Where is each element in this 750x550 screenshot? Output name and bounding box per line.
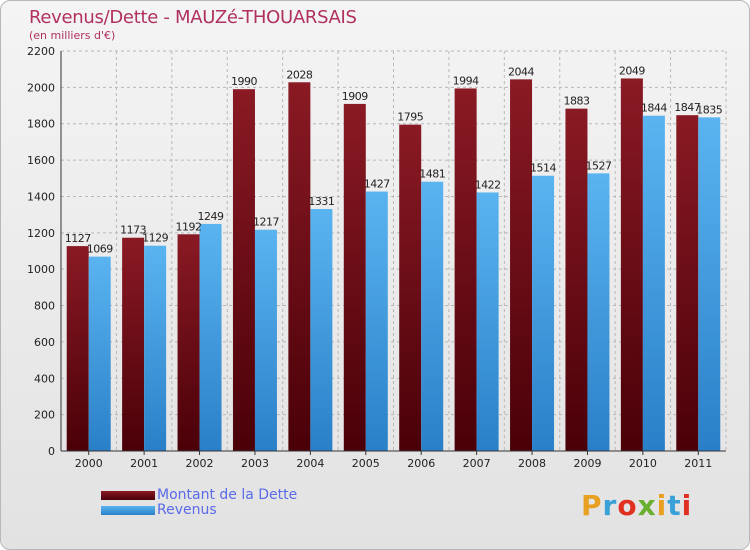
- bar-revenus: [421, 181, 444, 451]
- bar-revenus: [698, 117, 721, 451]
- logo-letter: x: [637, 489, 657, 522]
- x-tick-label: 2001: [130, 457, 158, 470]
- bar-revenus: [310, 209, 333, 451]
- bar-dette: [510, 79, 533, 451]
- x-tick-label: 2005: [352, 457, 380, 470]
- y-tick-label: 1400: [27, 190, 55, 203]
- data-label: 1994: [453, 74, 479, 87]
- logo-letter: i: [681, 489, 693, 522]
- data-label: 2044: [508, 65, 534, 78]
- logo-letter: t: [667, 489, 682, 522]
- bar-dette: [288, 82, 311, 451]
- x-tick-label: 2010: [629, 457, 657, 470]
- bar-revenus: [587, 173, 610, 451]
- data-label: 1481: [419, 168, 445, 181]
- data-label: 1192: [176, 220, 202, 233]
- x-tick-label: 2011: [684, 457, 712, 470]
- bar-revenus: [532, 175, 555, 451]
- data-label: 1527: [585, 159, 611, 172]
- x-tick-label: 2009: [573, 457, 601, 470]
- y-tick-label: 2200: [27, 45, 55, 58]
- proxiti-logo: Proxiti: [581, 489, 692, 522]
- logo-letter: r: [602, 489, 618, 522]
- data-label: 1129: [142, 232, 168, 245]
- logo-letter: P: [581, 489, 603, 522]
- data-label: 1331: [308, 195, 334, 208]
- legend-label-revenus: Revenus: [157, 502, 217, 518]
- bar-revenus: [476, 192, 499, 452]
- x-tick-label: 2006: [407, 457, 435, 470]
- bar-dette: [565, 108, 588, 452]
- bar-revenus: [88, 256, 111, 451]
- bar-dette: [343, 103, 366, 451]
- y-tick-label: 800: [34, 300, 55, 313]
- bar-revenus: [254, 229, 277, 451]
- bar-dette: [399, 124, 422, 452]
- data-label: 1427: [364, 178, 390, 191]
- data-label: 1844: [641, 102, 667, 115]
- bar-revenus: [199, 223, 222, 451]
- data-label: 1249: [198, 210, 224, 223]
- bar-dette: [122, 237, 145, 451]
- legend-item-revenus: Revenus: [101, 502, 217, 518]
- bar-dette: [676, 115, 699, 451]
- data-label: 1847: [674, 101, 700, 114]
- data-label: 1883: [563, 95, 589, 108]
- bar-dette: [177, 234, 200, 451]
- x-tick-label: 2008: [518, 457, 546, 470]
- bar-revenus: [642, 115, 665, 452]
- legend-label-dette: Montant de la Dette: [157, 487, 298, 503]
- data-label: 1217: [253, 216, 279, 229]
- data-label: 2049: [619, 64, 645, 77]
- x-tick-label: 2002: [186, 457, 214, 470]
- y-tick-label: 1800: [27, 118, 55, 131]
- y-tick-label: 1000: [27, 263, 55, 276]
- chart-title: Revenus/Dette - MAUZé-THOUARSAIS: [29, 7, 357, 28]
- legend-item-dette: Montant de la Dette: [101, 487, 297, 503]
- legend-swatch-dette: [101, 490, 155, 500]
- data-label: 1173: [120, 224, 146, 237]
- data-label: 1514: [530, 162, 556, 175]
- y-tick-label: 400: [34, 372, 55, 385]
- data-label: 1069: [87, 243, 113, 256]
- data-label: 1909: [342, 90, 368, 103]
- bar-dette: [232, 89, 255, 451]
- x-tick-label: 2004: [296, 457, 324, 470]
- y-tick-label: 0: [48, 445, 55, 458]
- legend-swatch-revenus: [101, 505, 155, 515]
- data-label: 1422: [475, 178, 501, 191]
- bar-dette: [66, 246, 89, 451]
- data-label: 1795: [397, 111, 423, 124]
- logo-letter: o: [617, 489, 638, 522]
- chart-subtitle: (en milliers d'€): [29, 29, 116, 42]
- data-label: 2028: [286, 68, 312, 81]
- logo-letter: i: [656, 489, 668, 522]
- bar-dette: [620, 78, 643, 452]
- data-label: 1127: [65, 232, 91, 245]
- y-tick-label: 200: [34, 409, 55, 422]
- bar-dette: [454, 88, 477, 452]
- y-tick-label: 1600: [27, 154, 55, 167]
- x-tick-label: 2003: [241, 457, 269, 470]
- data-label: 1990: [231, 75, 257, 88]
- bar-revenus: [365, 191, 388, 451]
- x-tick-label: 2007: [463, 457, 491, 470]
- x-tick-label: 2000: [75, 457, 103, 470]
- data-label: 1835: [696, 103, 722, 116]
- y-tick-label: 2000: [27, 81, 55, 94]
- y-tick-label: 1200: [27, 227, 55, 240]
- bar-revenus: [144, 245, 167, 451]
- y-tick-label: 600: [34, 336, 55, 349]
